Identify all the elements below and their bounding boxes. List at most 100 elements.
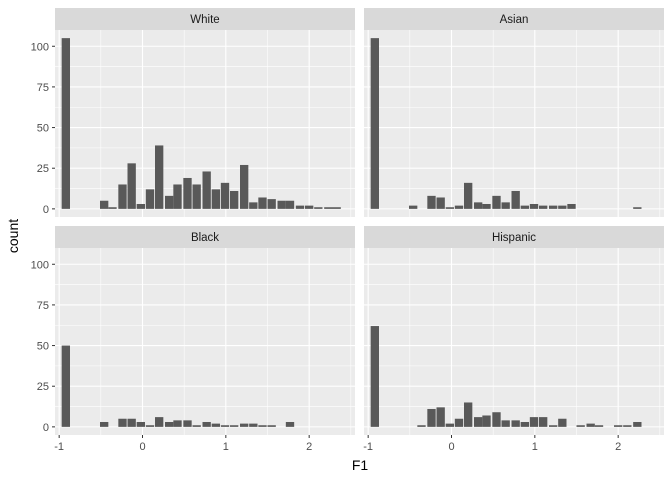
histogram-bar — [127, 418, 136, 427]
histogram-bar — [220, 425, 230, 427]
histogram-bar — [549, 425, 558, 427]
histogram-bar — [108, 207, 117, 209]
histogram-bar — [474, 417, 483, 427]
x-axis-title: F1 — [352, 457, 369, 473]
histogram-bar — [520, 205, 529, 209]
histogram-bar — [202, 421, 211, 427]
histogram-bar — [267, 199, 276, 209]
histogram-bar — [165, 195, 174, 209]
histogram-bar — [145, 425, 155, 427]
histogram-bar — [539, 417, 548, 427]
histogram-bar — [633, 207, 642, 209]
histogram-bar — [436, 197, 445, 209]
facet-strip-label: Hispanic — [492, 232, 536, 244]
facet-panel-hispanic: Hispanic -1 0 1 2 — [363, 226, 664, 453]
facet-strip — [55, 226, 355, 248]
histogram-bar — [155, 145, 164, 209]
y-tick-label: 0 — [43, 422, 49, 434]
histogram-bar — [173, 420, 182, 427]
histogram-bar — [567, 203, 576, 209]
y-tick-label: 100 — [31, 41, 49, 53]
facet-strip — [364, 226, 664, 248]
facet-panel-asian: Asian — [364, 8, 664, 217]
panel-background — [364, 248, 664, 435]
histogram-bar — [165, 421, 174, 427]
histogram-bar — [295, 205, 305, 209]
histogram-bar — [332, 207, 341, 209]
histogram-bar — [136, 421, 145, 427]
histogram-bar — [145, 189, 155, 209]
histogram-bar — [314, 207, 323, 209]
histogram-bar — [474, 202, 483, 209]
x-tick-label: 0 — [448, 441, 454, 453]
histogram-bar — [558, 418, 567, 427]
facet-panel-white: White 0 25 50 75 100 — [31, 8, 355, 217]
histogram-bar — [173, 184, 182, 209]
histogram-bar — [183, 177, 192, 209]
histogram-bar — [136, 203, 145, 209]
x-tick-label: 1 — [223, 441, 229, 453]
histogram-bar — [370, 326, 379, 427]
histogram-bar — [118, 184, 127, 209]
histogram-bar — [324, 207, 333, 209]
histogram-bar — [427, 195, 436, 209]
histogram-bar — [258, 197, 267, 209]
y-tick-label: 0 — [43, 204, 49, 216]
histogram-bar — [220, 182, 230, 209]
panel-background — [364, 30, 664, 217]
y-tick-label: 75 — [37, 82, 49, 94]
histogram-bar — [127, 163, 136, 209]
histogram-bar — [614, 425, 623, 427]
facet-strip-label: White — [190, 14, 219, 26]
histogram-bar — [529, 203, 539, 209]
histogram-bar — [230, 425, 239, 427]
histogram-bar — [100, 200, 109, 209]
facet-panel-black: Black 0 25 50 75 100 -1 0 1 2 — [31, 226, 355, 453]
histogram-bar — [501, 202, 510, 209]
histogram-bar — [464, 182, 473, 209]
histogram-bar — [417, 425, 426, 427]
histogram-bar — [61, 345, 70, 427]
histogram-bar — [370, 38, 379, 209]
histogram-bar — [520, 421, 529, 427]
histogram-bar — [249, 423, 258, 427]
histogram-bar — [305, 205, 314, 209]
histogram-bar — [240, 423, 249, 427]
facet-strip-label: Asian — [500, 14, 529, 26]
panel-background — [55, 248, 355, 435]
histogram-bar — [633, 421, 642, 427]
histogram-bar — [192, 425, 201, 427]
histogram-bar — [594, 425, 604, 427]
histogram-bar — [427, 408, 436, 427]
histogram-bar — [211, 423, 220, 427]
histogram-bar — [454, 205, 464, 209]
x-tick-label: 1 — [532, 441, 538, 453]
facet-panels: White 0 25 50 75 100 Asian Black 0 25 50 75 100 -1 0 1 2… — [31, 8, 664, 453]
histogram-bar — [586, 423, 595, 427]
y-tick-label: 100 — [31, 259, 49, 271]
histogram-bar — [192, 184, 201, 209]
histogram-bar — [240, 164, 249, 209]
histogram-bar — [529, 417, 539, 427]
x-tick-label: 0 — [139, 441, 145, 453]
histogram-bar — [211, 189, 220, 209]
histogram-bar — [464, 402, 473, 427]
facet-strip — [55, 8, 355, 30]
y-axis-title: count — [5, 219, 21, 253]
histogram-bar — [558, 205, 567, 209]
histogram-bar — [61, 38, 70, 209]
histogram-bar — [118, 418, 127, 427]
histogram-bar — [183, 420, 192, 427]
y-tick-label: 25 — [37, 381, 49, 393]
histogram-bar — [285, 421, 295, 427]
histogram-bar — [492, 195, 501, 209]
histogram-bar — [230, 190, 239, 209]
histogram-bar — [436, 407, 445, 427]
histogram-bar — [258, 425, 267, 427]
facet-strip — [364, 8, 664, 30]
histogram-bar — [576, 425, 585, 427]
y-tick-label: 50 — [37, 341, 49, 353]
histogram-bar — [501, 420, 510, 427]
y-tick-label: 50 — [37, 123, 49, 135]
